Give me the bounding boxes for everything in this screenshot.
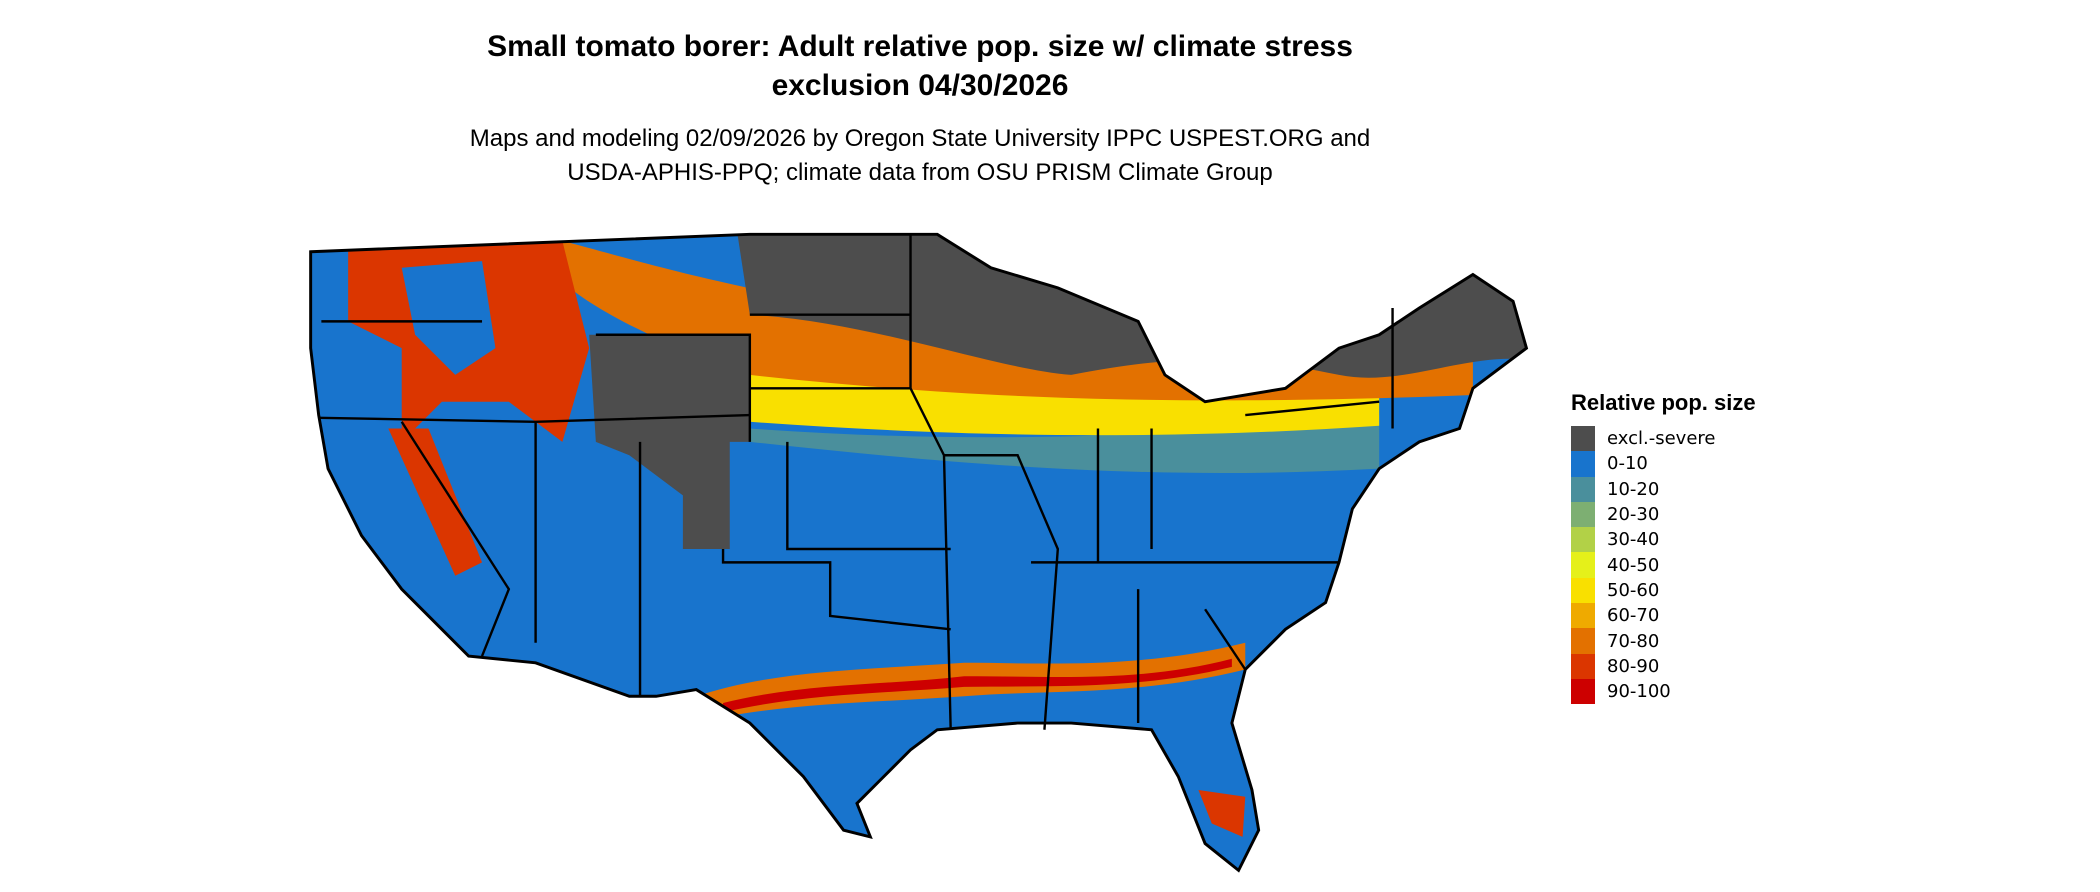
legend-swatch (1571, 628, 1595, 654)
legend-label: excl.-severe (1607, 428, 1716, 450)
legend-label: 20-30 (1607, 504, 1660, 526)
legend-swatch (1571, 603, 1595, 629)
legend-swatch (1571, 501, 1595, 528)
legend-label: 40-50 (1607, 554, 1660, 576)
region-west-core (401, 261, 496, 375)
region-excluded-rockies (589, 334, 750, 549)
legend-item: excl.-severe (1571, 426, 1756, 452)
region-florida (1198, 790, 1246, 837)
legend: Relative pop. size excl.-severe 0-10 10-20… (1571, 390, 1756, 705)
legend-item: 90-100 (1571, 678, 1756, 705)
legend-item: 80-90 (1571, 653, 1756, 679)
legend-item: 40-50 (1571, 552, 1756, 578)
legend-label: 90-100 (1607, 681, 1671, 703)
legend-item: 50-60 (1571, 577, 1756, 604)
legend-swatch (1571, 426, 1595, 452)
legend-item: 0-10 (1571, 451, 1756, 477)
legend-swatch (1571, 476, 1595, 502)
legend-item: 20-30 (1571, 501, 1756, 528)
legend-item: 10-20 (1571, 476, 1756, 502)
legend-swatch (1571, 451, 1595, 477)
legend-item: 60-70 (1571, 603, 1756, 629)
legend-swatch (1571, 552, 1595, 578)
region-gulf-core (723, 658, 1232, 713)
legend-label: 50-60 (1607, 579, 1660, 601)
legend-label: 60-70 (1607, 605, 1660, 627)
legend-label: 30-40 (1607, 529, 1660, 551)
map-title-line2: exclusion 04/30/2026 (771, 69, 1069, 102)
legend-label: 80-90 (1607, 655, 1660, 677)
legend-swatch (1571, 527, 1595, 553)
legend-swatch (1571, 653, 1595, 679)
map-subtitle-line2: USDA-APHIS-PPQ; climate data from OSU PR… (567, 159, 1273, 186)
state-borders (318, 234, 1394, 730)
legend-label: 0-10 (1607, 453, 1648, 475)
legend-item: 70-80 (1571, 628, 1756, 654)
map-subtitle-line1: Maps and modeling 02/09/2026 by Oregon S… (469, 125, 1371, 152)
region-sierra (388, 428, 483, 576)
legend-swatch (1571, 577, 1595, 604)
map-title-line1: Small tomato borer: Adult relative pop. … (487, 30, 1353, 63)
legend-item: 30-40 (1571, 527, 1756, 553)
legend-label: 10-20 (1607, 478, 1660, 500)
legend-title: Relative pop. size (1571, 390, 1756, 415)
legend-label: 70-80 (1607, 630, 1660, 652)
legend-swatch (1571, 678, 1595, 705)
